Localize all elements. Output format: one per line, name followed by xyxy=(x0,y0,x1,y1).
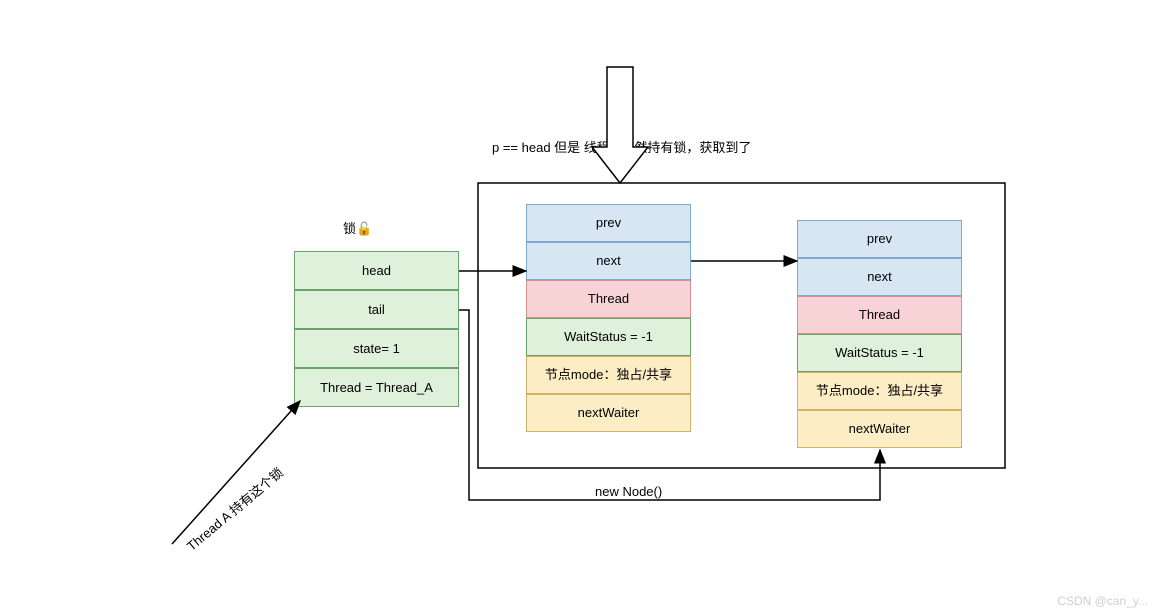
diagram-cell: WaitStatus = -1 xyxy=(797,334,962,372)
diagram-cell: prev xyxy=(526,204,691,242)
diagram-cell: Thread xyxy=(526,280,691,318)
diagram-cell: 节点mode：独占/共享 xyxy=(797,372,962,410)
diagram-cell: prev xyxy=(797,220,962,258)
diagram-cell: next xyxy=(526,242,691,280)
thread-a-label: Thread A 持有这个锁 xyxy=(182,462,287,554)
watermark: CSDN @can_y... xyxy=(1057,594,1148,608)
diagram-cell: nextWaiter xyxy=(526,394,691,432)
diagram-cell: 节点mode：独占/共享 xyxy=(526,356,691,394)
new-node-label: new Node() xyxy=(595,484,662,499)
diagram-cell: head xyxy=(294,251,459,290)
diagram-cell: WaitStatus = -1 xyxy=(526,318,691,356)
lock-label: 锁🔓 xyxy=(343,218,372,237)
diagram-cell: Thread xyxy=(797,296,962,334)
diagram-cell: nextWaiter xyxy=(797,410,962,448)
diagram-cell: tail xyxy=(294,290,459,329)
diagram-cell: state= 1 xyxy=(294,329,459,368)
diagram-cell: next xyxy=(797,258,962,296)
top-annotation-label: p == head 但是 线程A 仍然持有锁，获取到了 xyxy=(492,137,751,156)
diagram-cell: Thread = Thread_A xyxy=(294,368,459,407)
